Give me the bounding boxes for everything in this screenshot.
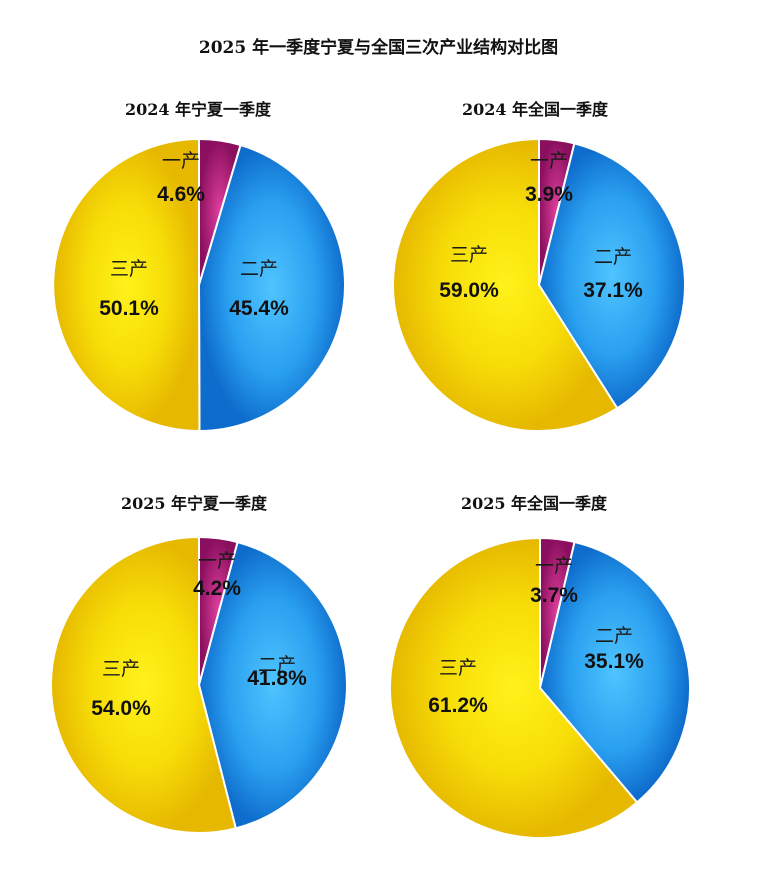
pie1-slice-tertiary (52, 137, 201, 433)
pie3-label-secondary: 二产 (258, 654, 296, 676)
pie1-label-primary: 一产 (162, 150, 200, 172)
pie2-slice-tertiary (392, 137, 619, 432)
pie1-slice-secondary (197, 143, 347, 433)
pie2-value-secondary: 37.1% (583, 279, 643, 302)
pie4-slice-tertiary (389, 536, 639, 839)
pie1-label-secondary: 二产 (240, 258, 278, 280)
pie4-value-primary: 3.7% (530, 584, 578, 607)
pie3-value-primary: 4.2% (193, 577, 241, 600)
pie1-label-tertiary: 三产 (110, 258, 148, 280)
pie3-label-tertiary: 三产 (102, 658, 140, 680)
pie2-value-tertiary: 59.0% (439, 279, 499, 302)
pie2-value-primary: 3.9% (525, 183, 573, 206)
pie2-label-tertiary: 三产 (450, 244, 488, 266)
chart-main-title: 2025 年一季度宁夏与全国三次产业结构对比图 (198, 38, 559, 58)
pie3-value-secondary: 41.8% (247, 667, 307, 690)
pie4-label-primary: 一产 (535, 555, 573, 577)
pie-title-4: 2025 年全国一季度 (460, 494, 608, 513)
pie3-value-tertiary: 54.0% (91, 697, 151, 720)
pie3-label-primary: 一产 (198, 550, 236, 572)
pie3-slice-secondary (197, 540, 348, 830)
pie4-slice-secondary (538, 540, 691, 804)
pie4-label-tertiary: 三产 (439, 657, 477, 679)
pie4-value-secondary: 35.1% (584, 650, 644, 673)
pie-title-3: 2025 年宁夏一季度 (120, 494, 268, 513)
pie4-value-tertiary: 61.2% (428, 694, 488, 717)
pie2-label-primary: 一产 (530, 150, 568, 172)
pie4-label-secondary: 二产 (595, 625, 633, 647)
pie2-label-secondary: 二产 (594, 246, 632, 268)
pie-title-2: 2024 年全国一季度 (461, 100, 609, 119)
pie1-value-tertiary: 50.1% (99, 297, 159, 320)
pie1-value-primary: 4.6% (157, 183, 205, 206)
pie1-value-secondary: 45.4% (229, 297, 289, 320)
pie-title-1: 2024 年宁夏一季度 (124, 100, 272, 119)
pie3-slice-tertiary (50, 535, 238, 834)
